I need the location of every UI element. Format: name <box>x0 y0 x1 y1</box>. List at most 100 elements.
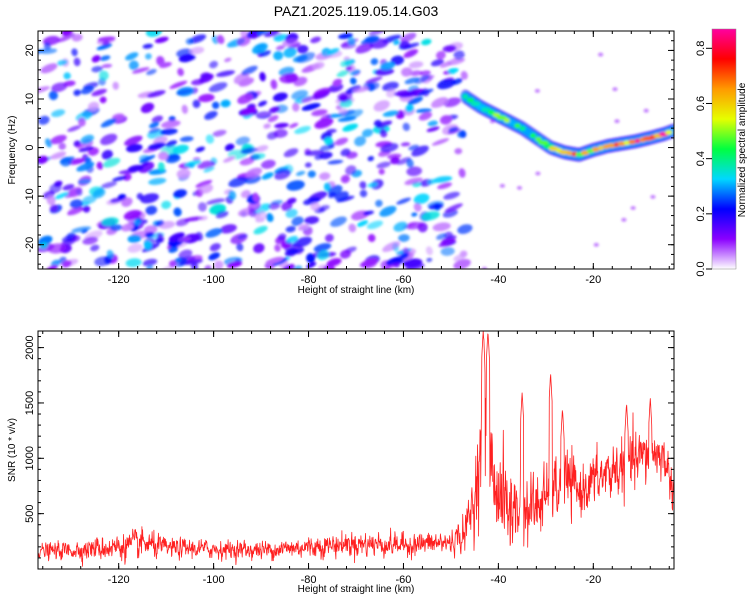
heatmap-cell <box>313 243 332 252</box>
ridge-peak <box>538 140 549 145</box>
heatmap-cell <box>208 82 228 93</box>
heatmap-cell <box>146 69 157 75</box>
heatmap-cell <box>414 75 430 85</box>
heatmap-cell <box>48 90 58 101</box>
heatmap-cell <box>426 257 433 263</box>
heatmap-cell <box>165 140 178 148</box>
heatmap-cell <box>301 96 315 103</box>
heatmap-cell <box>453 50 465 60</box>
heatmap-cell <box>188 163 195 169</box>
heatmap-cell <box>296 52 316 63</box>
heatmap-cell <box>374 68 395 76</box>
snr-frame <box>37 330 675 570</box>
heatmap-cell <box>400 32 417 43</box>
heatmap-cell <box>145 53 152 60</box>
heatmap-cell <box>99 96 107 104</box>
heatmap-cell <box>101 149 113 160</box>
heatmap-cell <box>71 226 92 233</box>
heatmap-cell <box>307 170 316 178</box>
heatmap-cell <box>287 247 305 255</box>
heatmap-cell <box>92 188 106 199</box>
heatmap-cell <box>39 242 48 249</box>
x-tick-label: -60 <box>396 574 412 586</box>
ridge-peak <box>503 118 510 123</box>
heatmap-cell <box>240 189 251 199</box>
heatmap-cell <box>319 144 334 152</box>
heatmap-cell <box>173 207 182 217</box>
heatmap-cell <box>127 234 142 243</box>
ridge-peak <box>466 97 475 103</box>
heatmap-cell <box>292 265 303 269</box>
heatmap-cell <box>144 232 155 238</box>
heatmap-cell <box>376 161 391 169</box>
heatmap-cell <box>330 216 347 227</box>
heatmap-cell <box>291 89 309 100</box>
heatmap-cell <box>185 38 194 45</box>
heatmap-cell <box>402 122 410 132</box>
heatmap-cell <box>121 197 133 207</box>
heatmap-cell <box>61 31 73 36</box>
heatmap-cell <box>427 120 439 127</box>
heatmap-cell <box>411 212 418 217</box>
heatmap-cell <box>442 45 457 53</box>
heatmap-cell <box>237 93 253 105</box>
heatmap-cell <box>367 234 376 242</box>
x-tick-label: -40 <box>490 274 506 286</box>
heatmap-cell <box>71 48 78 57</box>
heatmap-cell <box>96 161 104 170</box>
x-tick-label: -80 <box>301 574 317 586</box>
heatmap-cell <box>398 234 410 242</box>
heatmap-cell <box>230 233 248 244</box>
heatmap-cell <box>393 40 400 45</box>
heatmap-cell <box>364 35 380 44</box>
heatmap-cell <box>349 77 357 85</box>
heatmap-cell <box>161 200 172 210</box>
heatmap-cell <box>356 220 369 227</box>
ridge-peak <box>598 145 604 151</box>
heatmap-cell <box>323 265 335 269</box>
heatmap-cell <box>142 43 154 49</box>
heatmap-cell <box>367 182 378 188</box>
heatmap-cell <box>69 199 84 209</box>
heatmap-cell <box>47 243 67 254</box>
heatmap-cell <box>266 213 274 222</box>
heatmap-cell <box>379 128 388 138</box>
heatmap-cell <box>198 93 215 103</box>
heatmap-cell <box>614 119 620 123</box>
heatmap-cell <box>45 138 52 148</box>
heatmap-cell <box>406 166 423 177</box>
colorbar-tick-label: 0.2 <box>695 206 707 221</box>
heatmap-cell <box>178 236 191 243</box>
heatmap-cell <box>295 170 306 176</box>
heatmap-cell <box>38 115 50 125</box>
heatmap-cell <box>359 258 379 268</box>
heatmap-cell <box>102 40 110 46</box>
heatmap-cell <box>198 215 208 221</box>
heatmap-cell <box>236 242 244 252</box>
ridge-peak <box>530 133 536 138</box>
heatmap-cell <box>197 160 216 169</box>
heatmap-cell <box>359 181 367 189</box>
heatmap-cell <box>457 224 473 234</box>
heatmap-cell <box>98 70 109 81</box>
heatmap-cell <box>100 118 117 128</box>
heatmap-cell <box>151 115 164 123</box>
heatmap-cell <box>275 45 286 51</box>
heatmap-cell <box>80 85 94 95</box>
heatmap-cell <box>355 42 374 54</box>
heatmap-cell <box>235 136 250 146</box>
heatmap-cell <box>317 264 328 269</box>
heatmap-cell <box>311 109 328 117</box>
heatmap-cell <box>253 225 268 235</box>
y-tick-label: 10 <box>24 93 36 105</box>
heatmap-cell <box>76 143 85 149</box>
heatmap-cell <box>289 122 299 129</box>
heatmap-cell <box>418 111 433 121</box>
heatmap-cell <box>454 148 463 155</box>
heatmap-cell <box>296 44 309 54</box>
heatmap-cell <box>177 68 184 77</box>
heatmap-cell <box>421 211 440 221</box>
heatmap-cell <box>336 195 355 203</box>
heatmap-cell <box>314 154 323 160</box>
heatmap-cell <box>142 258 158 267</box>
